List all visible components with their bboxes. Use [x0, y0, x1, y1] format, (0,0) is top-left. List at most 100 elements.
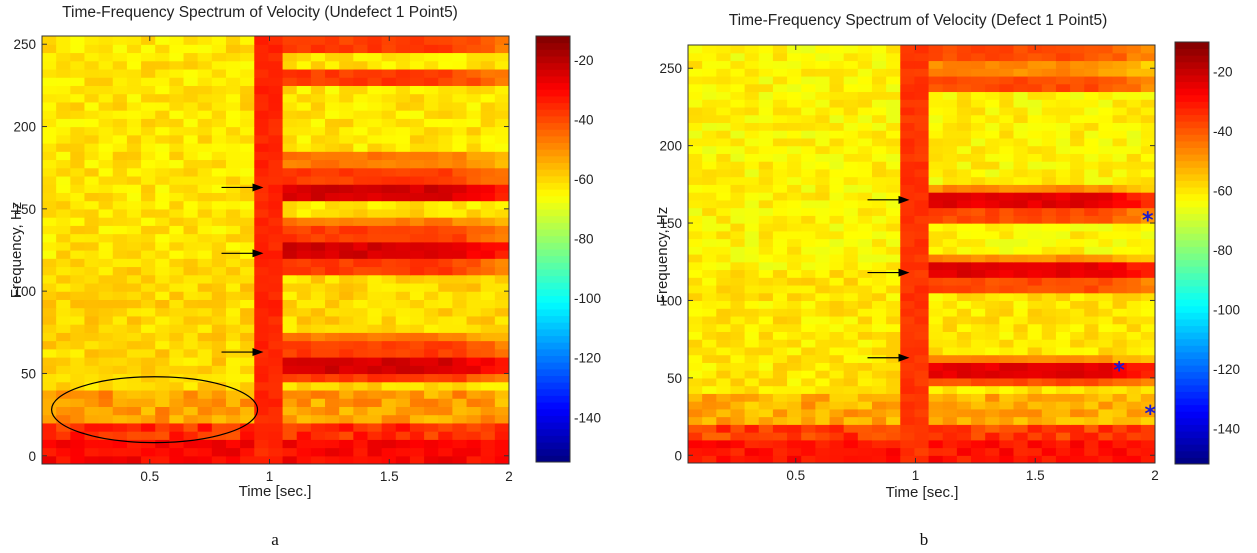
- heatmap-cell: [70, 126, 86, 136]
- heatmap-cell: [971, 455, 986, 463]
- heatmap-cell: [438, 266, 453, 276]
- heatmap-cell: [985, 68, 1000, 77]
- colorbar-frame-b: [1174, 41, 1210, 465]
- heatmap-cell: [452, 455, 468, 464]
- heatmap-cell: [985, 230, 1000, 240]
- heatmap-cell: [310, 447, 326, 457]
- heatmap-cell: [42, 93, 57, 103]
- heatmap-cell: [480, 439, 496, 449]
- heatmap-cell: [112, 381, 128, 391]
- heatmap-cell: [56, 217, 71, 226]
- heatmap-cell: [141, 274, 156, 284]
- heatmap-cell: [971, 315, 986, 325]
- heatmap-cell: [928, 83, 944, 93]
- colorbar-swatch: [536, 422, 570, 430]
- heatmap-cell: [424, 274, 439, 284]
- heatmap-cell: [702, 99, 717, 108]
- heatmap-cell: [254, 68, 270, 78]
- heatmap-cell: [424, 250, 439, 259]
- heatmap-cell: [857, 284, 873, 294]
- colorbar-swatch: [1175, 233, 1209, 241]
- heatmap-cell: [914, 153, 930, 162]
- heatmap-cell: [325, 348, 340, 358]
- heatmap-cell: [197, 447, 213, 457]
- heatmap-cell: [126, 258, 142, 268]
- heatmap-cell: [126, 274, 142, 284]
- heatmap-cell: [843, 277, 859, 286]
- heatmap-cell: [126, 217, 142, 226]
- heatmap-cell: [42, 118, 57, 128]
- heatmap-cell: [886, 315, 901, 325]
- heatmap-cell: [424, 332, 439, 342]
- heatmap-cell: [282, 447, 298, 457]
- heatmap-cell: [1013, 447, 1029, 456]
- heatmap-cell: [310, 274, 326, 284]
- heatmap-cell: [843, 393, 859, 402]
- heatmap-cell: [282, 266, 298, 276]
- heatmap-cell: [424, 340, 439, 350]
- heatmap-cell: [857, 269, 873, 278]
- heatmap-cell: [381, 307, 397, 317]
- heatmap-cell: [1126, 130, 1142, 139]
- heatmap-cell: [956, 408, 972, 418]
- heatmap-cell: [787, 114, 802, 124]
- heatmap-cell: [871, 323, 887, 333]
- heatmap-cell: [466, 332, 482, 342]
- heatmap-cell: [240, 184, 255, 193]
- heatmap-cell: [956, 377, 972, 387]
- heatmap-cell: [183, 68, 199, 78]
- heatmap-cell: [1112, 354, 1128, 363]
- heatmap-cell: [424, 184, 439, 193]
- heatmap-cell: [70, 77, 86, 86]
- heatmap-cell: [197, 225, 213, 235]
- heatmap-cell: [871, 439, 887, 449]
- heatmap-cell: [1070, 246, 1085, 255]
- heatmap-cell: [395, 455, 411, 464]
- heatmap-cell: [914, 408, 930, 418]
- heatmap-cell: [956, 323, 972, 333]
- heatmap-cell: [452, 118, 468, 128]
- heatmap-cell: [730, 137, 746, 147]
- heatmap-cell: [956, 300, 972, 309]
- heatmap-cell: [494, 175, 509, 185]
- heatmap-cell: [772, 230, 788, 240]
- heatmap-cell: [801, 346, 816, 356]
- heatmap-cell: [1055, 455, 1071, 463]
- heatmap-cell: [494, 299, 509, 309]
- heatmap-cell: [801, 68, 816, 77]
- y-tick-label-a: 0: [28, 449, 36, 464]
- heatmap-cell: [310, 357, 326, 366]
- heatmap-cell: [688, 60, 703, 69]
- heatmap-cell: [296, 118, 312, 128]
- colorbar-frame-a: [535, 35, 571, 463]
- heatmap-cell: [772, 447, 788, 456]
- heatmap-cell: [985, 424, 1000, 433]
- heatmap-cell: [296, 126, 312, 136]
- heatmap-cell: [971, 153, 986, 162]
- heatmap-cell: [1041, 377, 1057, 387]
- heatmap-cell: [395, 373, 411, 383]
- heatmap-cell: [772, 292, 788, 302]
- heatmap-cell: [409, 324, 425, 333]
- heatmap-cell: [452, 110, 468, 119]
- heatmap-cell: [169, 208, 185, 218]
- heatmap-cell: [367, 274, 383, 284]
- heatmap-cell: [744, 308, 760, 317]
- heatmap-cell: [928, 184, 944, 193]
- heatmap-cell: [857, 99, 873, 108]
- heatmap-cell: [942, 261, 958, 271]
- colorbar-tick-label-b: -20: [1213, 65, 1233, 80]
- heatmap-cell: [169, 233, 185, 243]
- heatmap-cell: [155, 52, 170, 62]
- heatmap-cell: [688, 401, 703, 410]
- heatmap-cell: [240, 373, 255, 383]
- heatmap-cell: [494, 431, 509, 440]
- heatmap-cell: [942, 323, 958, 333]
- heatmap-cell: [339, 110, 354, 119]
- colorbar-swatch: [1175, 114, 1209, 122]
- heatmap-cell: [886, 184, 901, 193]
- heatmap-cell: [367, 217, 383, 226]
- heatmap-cell: [225, 167, 241, 177]
- y-tick-label-b: 100: [659, 293, 682, 308]
- heatmap-cell: [716, 161, 732, 170]
